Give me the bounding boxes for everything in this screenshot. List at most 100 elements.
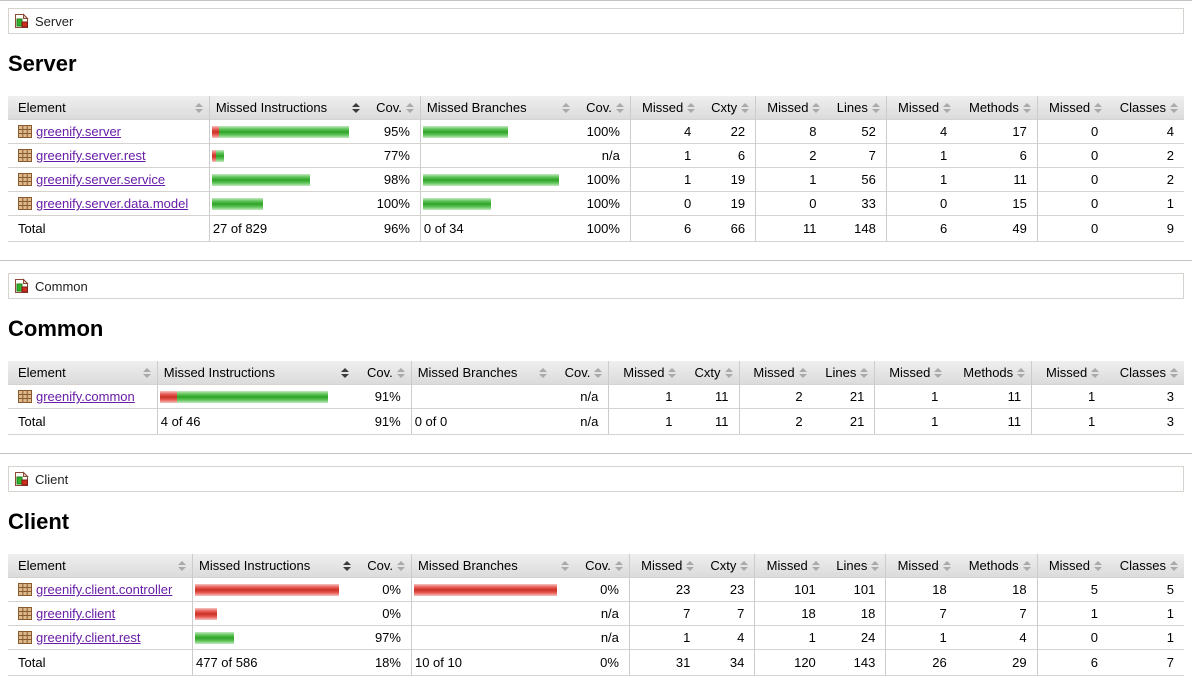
instructions-coverage-bar: [211, 197, 360, 210]
element-cell: greenify.client: [8, 601, 193, 626]
column-header-label: Missed: [1046, 365, 1088, 380]
column-header-missed-instructions[interactable]: Missed Instructions: [156, 361, 355, 385]
column-header-lines[interactable]: Lines: [826, 96, 887, 120]
column-header-missed-instructions[interactable]: Missed Instructions: [192, 554, 358, 578]
sort-arrows-icon: [741, 102, 750, 113]
package-link[interactable]: greenify.server.data.model: [36, 196, 189, 211]
column-header-label: Element: [18, 100, 66, 115]
column-header-missed[interactable]: Missed: [885, 554, 957, 578]
column-header-cov[interactable]: Cov.: [552, 361, 609, 385]
counter-cell: 23: [700, 577, 755, 602]
column-header-cxty[interactable]: Cxty: [701, 96, 756, 120]
column-header-label: Cxty: [694, 365, 721, 380]
element-cell: greenify.client.controller: [8, 577, 193, 602]
column-header-missed[interactable]: Missed: [608, 361, 683, 385]
package-link[interactable]: greenify.client.controller: [36, 582, 173, 597]
column-header-classes[interactable]: Classes: [1108, 96, 1184, 120]
column-header-cxty[interactable]: Cxty: [682, 361, 739, 385]
branches-cov-cell: 0%: [575, 577, 630, 602]
column-header-label: Missed: [767, 100, 809, 115]
counter-cell: 1: [628, 625, 701, 650]
breadcrumb-label: Common: [35, 278, 88, 294]
column-header-methods[interactable]: Methods: [948, 361, 1032, 385]
column-header-missed[interactable]: Missed: [1036, 554, 1109, 578]
counter-cell: 11: [948, 384, 1032, 409]
package-link[interactable]: greenify.client: [36, 606, 116, 621]
counter-cell: 5: [1108, 577, 1184, 602]
branches-cov-cell: n/a: [575, 625, 630, 650]
total-label-cell: Total: [8, 649, 193, 676]
counter-cell: 1: [629, 143, 702, 168]
counter-cell: 8: [755, 119, 827, 144]
green-bar-segment: [215, 149, 224, 162]
counter-cell: 0: [1036, 191, 1109, 216]
column-header-classes[interactable]: Classes: [1108, 554, 1184, 578]
sort-arrows-icon: [1091, 367, 1100, 378]
report-section: Server Server Element Missed Instructions…: [0, 0, 1192, 242]
column-header-classes[interactable]: Classes: [1105, 361, 1184, 385]
column-header-cov[interactable]: Cov.: [366, 96, 421, 120]
counter-cell: 1: [629, 167, 702, 192]
column-header-missed-instructions[interactable]: Missed Instructions: [208, 96, 367, 120]
instructions-cov-cell: 91%: [354, 384, 412, 409]
package-icon: [18, 607, 32, 620]
column-header-missed[interactable]: Missed: [629, 96, 702, 120]
section-divider: [0, 453, 1192, 454]
column-header-missed[interactable]: Missed: [1036, 96, 1109, 120]
counter-cell: 2: [1108, 143, 1184, 168]
column-header-cov[interactable]: Cov.: [357, 554, 412, 578]
column-header-missed[interactable]: Missed: [755, 96, 827, 120]
total-branches-cell: 0 of 0: [410, 408, 553, 435]
column-header-element[interactable]: Element: [8, 96, 210, 120]
instructions-bar-cell: [156, 384, 355, 409]
package-link[interactable]: greenify.server.service: [36, 172, 166, 187]
total-counter-cell: 7: [1108, 649, 1184, 676]
branches-bar-cell: [419, 191, 577, 216]
package-link[interactable]: greenify.server.rest: [36, 148, 146, 163]
header-row: Element Missed Instructions Cov. Missed Bra…: [8, 96, 1184, 120]
column-header-methods[interactable]: Methods: [957, 96, 1038, 120]
total-branches-cell: 0 of 34: [419, 215, 577, 242]
counter-cell: 33: [826, 191, 887, 216]
column-header-label: Missed: [889, 365, 931, 380]
column-header-cov[interactable]: Cov.: [576, 96, 631, 120]
total-counter-cell: 49: [957, 215, 1038, 242]
counter-cell: 0: [1036, 167, 1109, 192]
column-header-missed[interactable]: Missed: [628, 554, 701, 578]
breadcrumb: Client: [8, 466, 1184, 492]
counter-cell: 7: [885, 601, 957, 626]
package-link[interactable]: greenify.server: [36, 124, 122, 139]
column-header-missed-branches[interactable]: Missed Branches: [419, 96, 577, 120]
column-header-missed[interactable]: Missed: [1031, 361, 1106, 385]
column-header-label: Missed Instructions: [199, 558, 311, 573]
column-header-missed[interactable]: Missed: [874, 361, 949, 385]
column-header-missed-branches[interactable]: Missed Branches: [410, 554, 576, 578]
column-header-element[interactable]: Element: [8, 361, 158, 385]
column-header-missed-branches[interactable]: Missed Branches: [410, 361, 553, 385]
sort-arrows-icon: [740, 560, 749, 571]
column-header-methods[interactable]: Methods: [956, 554, 1038, 578]
column-header-missed[interactable]: Missed: [754, 554, 826, 578]
table-row: greenify.server.service 98% 100% 1 19 1 56 1 11 0…: [8, 167, 1184, 192]
column-header-label: Missed: [641, 558, 683, 573]
column-header-element[interactable]: Element: [8, 554, 193, 578]
total-counter-cell: 3: [1105, 408, 1184, 435]
column-header-missed[interactable]: Missed: [885, 96, 958, 120]
column-header-cxty[interactable]: Cxty: [700, 554, 755, 578]
column-header-missed[interactable]: Missed: [738, 361, 813, 385]
branches-cov-cell: n/a: [576, 143, 631, 168]
column-header-label: Missed Branches: [417, 558, 518, 573]
branches-bar-cell: [419, 119, 577, 144]
counter-cell: 4: [629, 119, 702, 144]
column-header-cov[interactable]: Cov.: [354, 361, 412, 385]
column-header-lines[interactable]: Lines: [825, 554, 886, 578]
instructions-bar-cell: [208, 143, 367, 168]
package-link[interactable]: greenify.client.rest: [36, 630, 141, 645]
column-header-lines[interactable]: Lines: [812, 361, 875, 385]
total-counter-cell: 21: [812, 408, 875, 435]
counter-cell: 1: [885, 143, 958, 168]
package-link[interactable]: greenify.common: [36, 389, 135, 404]
instructions-cov-cell: 0%: [357, 577, 412, 602]
sort-arrows-icon: [615, 102, 624, 113]
column-header-cov[interactable]: Cov.: [575, 554, 630, 578]
